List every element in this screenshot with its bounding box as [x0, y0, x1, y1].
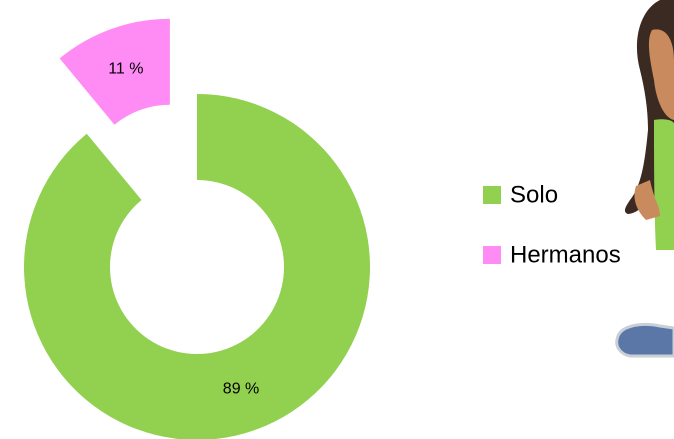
data-label: 89 %: [223, 381, 259, 398]
data-label: 11 %: [108, 61, 143, 78]
legend-label: Hermanos: [510, 241, 621, 268]
slice: [59, 18, 170, 125]
legend-label: Solo: [510, 181, 558, 208]
slice: [23, 94, 370, 439]
illustration: [615, 0, 674, 358]
legend-swatch: [483, 246, 501, 264]
legend-swatch: [483, 186, 501, 204]
